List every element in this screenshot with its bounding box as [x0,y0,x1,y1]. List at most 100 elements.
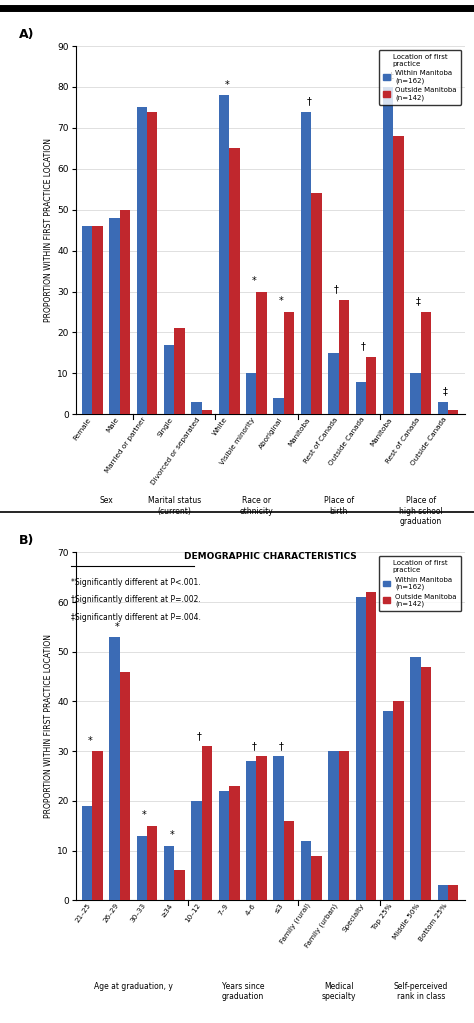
Text: Aboriginal: Aboriginal [258,416,284,450]
Text: White: White [212,416,229,437]
Bar [273,756,284,900]
Text: Married or partner: Married or partner [104,416,147,475]
Text: A): A) [19,28,35,41]
Text: ≥34: ≥34 [161,902,174,919]
Bar [284,820,294,900]
Bar [393,702,404,900]
Text: Place of
high school
graduation: Place of high school graduation [399,496,443,526]
Bar [219,95,229,414]
Bar [82,226,92,414]
Bar [147,112,157,414]
Bar [229,148,239,414]
Text: *: * [279,297,284,307]
Text: Divorced or separated: Divorced or separated [151,416,202,486]
Text: ‡Significantly different at P=.004.: ‡Significantly different at P=.004. [71,613,201,622]
Bar [438,402,448,414]
Text: 26–29: 26–29 [102,902,119,924]
Text: †: † [306,96,311,106]
Bar [356,597,366,900]
Text: ≤3: ≤3 [273,902,284,915]
Bar [273,398,284,414]
Bar [92,226,103,414]
Text: Visible minority: Visible minority [219,416,256,465]
Text: Self-perceived
rank in class: Self-perceived rank in class [393,982,448,1002]
Bar [366,592,376,900]
Text: B): B) [19,534,34,547]
Bar [311,855,322,900]
Bar [284,312,294,414]
Bar [356,382,366,414]
Bar [137,836,147,900]
Text: 4–6: 4–6 [244,902,256,917]
Bar [338,300,349,414]
Text: Top 25%: Top 25% [371,902,393,931]
Bar [256,292,267,414]
Text: †: † [334,284,338,295]
Text: Male: Male [105,416,119,434]
Bar [229,786,239,900]
Text: *: * [252,276,256,286]
Bar [191,801,202,900]
Bar [393,136,404,414]
Bar [448,885,458,900]
Text: Marital status
(current): Marital status (current) [148,496,201,516]
Bar [164,345,174,414]
Y-axis label: PROPORTION WITHIN FIRST PRACTICE LOCATION: PROPORTION WITHIN FIRST PRACTICE LOCATIO… [44,634,53,818]
Text: *: * [115,622,119,631]
Bar [92,751,103,900]
Bar [421,312,431,414]
Text: Specialty: Specialty [342,902,366,933]
Text: DEMOGRAPHIC CHARACTERISTICS: DEMOGRAPHIC CHARACTERISTICS [184,552,356,562]
Bar [147,826,157,900]
Bar [191,402,202,414]
Bar [301,112,311,414]
Bar [410,373,421,414]
Bar [328,751,338,900]
Text: ‡: ‡ [416,297,421,307]
Text: Age at graduation, y: Age at graduation, y [94,982,173,991]
Text: Single: Single [157,416,174,438]
Y-axis label: PROPORTION WITHIN FIRST PRACTICE LOCATION: PROPORTION WITHIN FIRST PRACTICE LOCATIO… [44,138,53,322]
Text: Manitoba: Manitoba [287,416,311,447]
Bar [366,357,376,414]
Text: Outside Canada: Outside Canada [328,416,366,466]
Text: 10–12: 10–12 [184,902,202,924]
Text: *Significantly different at P<.001.: *Significantly different at P<.001. [71,578,201,587]
Bar [202,410,212,414]
Text: Rest of Canada: Rest of Canada [302,416,338,464]
Bar [383,711,393,900]
Text: †: † [361,342,366,352]
Text: †: † [279,741,284,751]
Bar [246,761,256,900]
Text: Outside Canada: Outside Canada [410,416,448,466]
Bar [448,410,458,414]
Text: Rest of Canada: Rest of Canada [384,416,421,464]
Text: ‡: ‡ [389,72,393,82]
Text: Sex: Sex [99,496,113,505]
Text: Middle 50%: Middle 50% [392,902,421,940]
Bar [109,637,119,900]
Text: *: * [224,80,229,90]
Bar [82,806,92,900]
Bar [202,746,212,900]
Bar [119,672,130,900]
Text: †Significantly different at P=.002.: †Significantly different at P=.002. [71,595,201,605]
Text: Family (urban): Family (urban) [303,902,338,948]
Bar [119,210,130,414]
Text: *: * [87,736,92,746]
Text: †: † [197,731,202,741]
Legend: Within Manitoba
(n=162), Outside Manitoba
(n=142): Within Manitoba (n=162), Outside Manitob… [379,555,461,611]
Bar [246,373,256,414]
Bar [410,657,421,900]
Text: Female: Female [73,416,92,441]
Legend: Within Manitoba
(n=162), Outside Manitoba
(n=142): Within Manitoba (n=162), Outside Manitob… [379,49,461,104]
Bar [383,87,393,414]
Bar [219,791,229,900]
Bar [421,667,431,900]
Bar [137,107,147,414]
Text: †: † [252,741,256,751]
Bar [328,353,338,414]
Text: Medical
specialty: Medical specialty [321,982,356,1002]
Text: Family (rural): Family (rural) [278,902,311,945]
Text: 21–25: 21–25 [75,902,92,924]
